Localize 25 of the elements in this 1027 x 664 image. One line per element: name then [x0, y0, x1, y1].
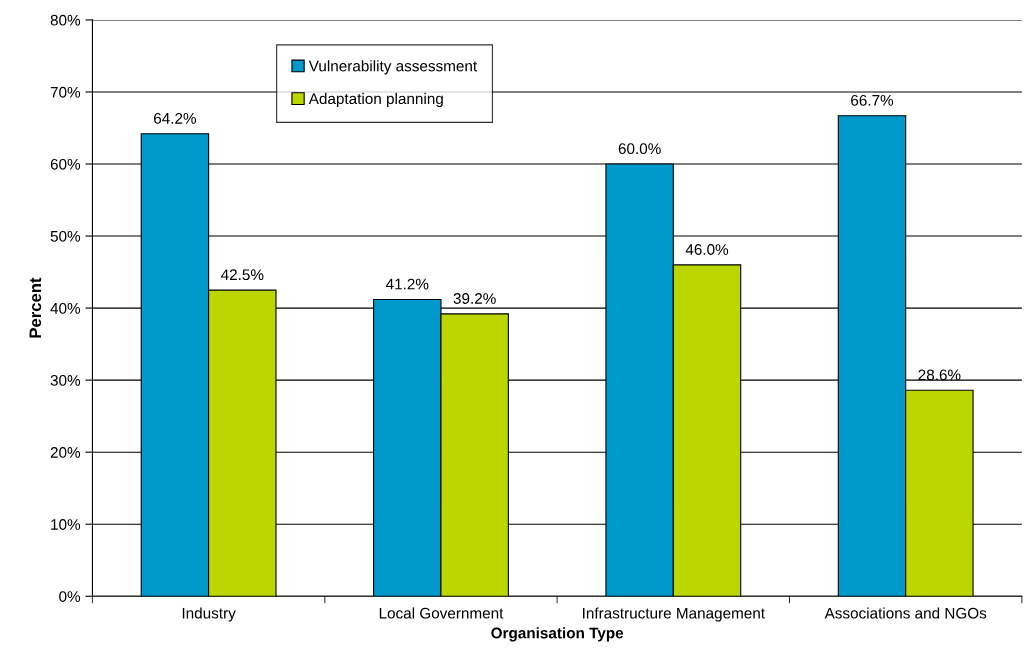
y-tick-label: 60% — [50, 158, 81, 170]
data-label: 28.6% — [918, 369, 961, 381]
data-label: 39.2% — [453, 293, 496, 304]
y-tick-label: 20% — [50, 447, 81, 458]
y-tick-label: 70% — [50, 86, 81, 98]
x-axis-title: Organisation Type — [491, 627, 624, 642]
x-tick-label: Local Government — [379, 607, 504, 619]
x-tick-label: Industry — [182, 607, 236, 622]
y-tick-label: 80% — [50, 14, 81, 26]
y-tick-label: 30% — [50, 375, 81, 386]
legend-label: Vulnerability assessment — [308, 60, 478, 75]
data-label: 64.2% — [154, 112, 197, 124]
data-label: 42.5% — [220, 269, 264, 281]
x-tick-label: Infrastructure Management — [583, 607, 765, 622]
data-label: 46.0% — [685, 244, 729, 255]
x-tick-label: Associations and NGOs — [824, 607, 987, 619]
data-label: 60.0% — [618, 143, 661, 155]
y-tick-label: 10% — [51, 519, 81, 530]
y-axis-title: Percent — [29, 277, 42, 338]
y-tick-label: 50% — [50, 230, 81, 242]
data-label: 41.2% — [385, 278, 429, 290]
y-tick-label: 40% — [50, 302, 81, 314]
legend-label: Adaptation planning — [308, 92, 443, 108]
data-label: 66.7% — [851, 94, 894, 106]
y-tick-label: 0% — [59, 591, 81, 602]
